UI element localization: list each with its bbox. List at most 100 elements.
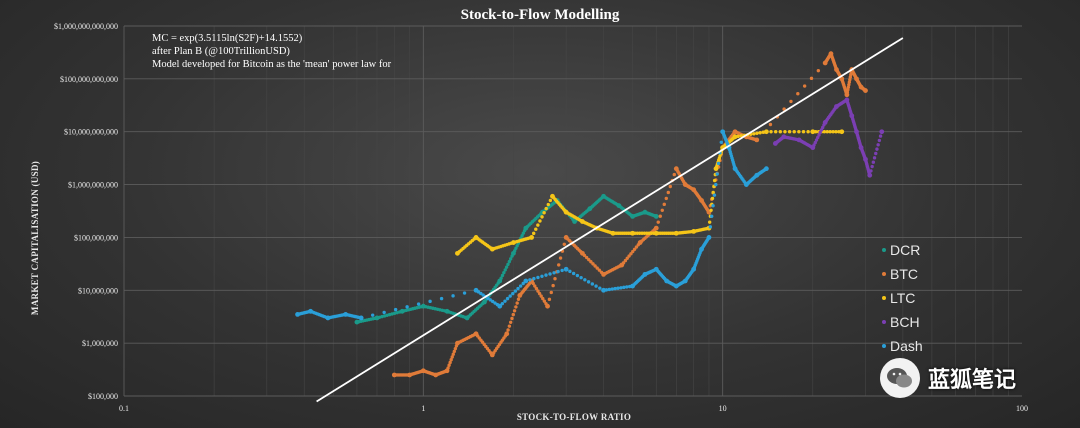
- data-point: [876, 143, 880, 147]
- data-point: [690, 229, 694, 234]
- wechat-logo-icon: [880, 358, 920, 398]
- data-point: [488, 351, 493, 355]
- data-point: [516, 286, 520, 291]
- annotation-block: MC = exp(3.5115ln(S2F)+14.1552) after Pl…: [152, 33, 392, 70]
- data-point: [716, 161, 721, 166]
- data-point: [598, 286, 602, 290]
- data-point: [736, 134, 740, 139]
- data-point: [531, 231, 536, 236]
- data-point: [537, 291, 542, 296]
- data-point: [528, 236, 532, 240]
- legend-label-dash: Dash: [890, 338, 923, 354]
- data-point: [628, 231, 633, 235]
- data-point: [444, 369, 448, 373]
- data-point: [505, 296, 510, 301]
- data-point: [558, 256, 563, 260]
- data-point: [540, 274, 544, 278]
- data-point: [591, 262, 595, 266]
- data-point: [451, 294, 455, 298]
- data-point: [551, 283, 555, 288]
- data-point: [629, 213, 633, 218]
- series-bch: [772, 97, 885, 178]
- data-point: [472, 333, 476, 337]
- data-point: [503, 268, 507, 272]
- data-point: [649, 231, 654, 235]
- data-point: [419, 305, 423, 309]
- data-point: [878, 134, 883, 138]
- legend-marker-dcr: [882, 248, 886, 252]
- data-point: [825, 130, 829, 134]
- data-point: [711, 204, 715, 208]
- data-point: [839, 129, 845, 135]
- data-point: [495, 302, 500, 307]
- data-point: [593, 264, 597, 268]
- data-point: [521, 231, 526, 235]
- data-point: [619, 286, 623, 290]
- data-point: [848, 75, 853, 79]
- data-point: [845, 90, 850, 94]
- data-point: [810, 129, 816, 135]
- data-point: [439, 296, 444, 301]
- data-point: [636, 243, 640, 247]
- data-point: [373, 316, 377, 321]
- data-point: [623, 258, 628, 263]
- data-point: [802, 84, 807, 88]
- watermark-text: 蓝狐笔记: [928, 368, 1017, 393]
- data-point: [797, 130, 801, 134]
- data-point: [879, 129, 885, 135]
- data-point: [549, 290, 553, 295]
- data-point: [691, 268, 695, 273]
- legend-marker-ltc: [882, 296, 886, 300]
- data-point: [523, 278, 529, 284]
- data-point: [666, 190, 670, 195]
- data-point: [528, 280, 533, 285]
- data-point: [764, 129, 769, 135]
- x-tick-label: 1: [421, 404, 425, 413]
- data-point: [642, 273, 646, 278]
- data-point: [582, 253, 587, 258]
- data-point: [393, 307, 398, 312]
- data-point: [863, 88, 867, 92]
- data-point: [769, 130, 773, 134]
- data-point: [507, 259, 512, 264]
- data-point: [755, 131, 759, 135]
- data-point: [520, 233, 524, 238]
- data-point: [504, 265, 509, 269]
- data-point: [613, 286, 617, 291]
- data-point: [518, 284, 523, 288]
- data-point: [590, 282, 595, 286]
- series-dash: [295, 129, 769, 321]
- data-point: [658, 214, 662, 218]
- data-point: [509, 257, 513, 261]
- x-tick-label: 10: [719, 404, 727, 413]
- data-point: [778, 130, 783, 134]
- data-point: [534, 227, 538, 231]
- legend-label-ltc: LTC: [890, 290, 915, 306]
- data-point: [847, 80, 852, 84]
- data-point: [710, 214, 714, 218]
- data-point: [820, 125, 825, 130]
- data-point: [732, 164, 737, 169]
- data-point: [508, 320, 513, 325]
- data-point: [664, 196, 668, 201]
- data-point: [462, 291, 467, 295]
- data-point: [708, 225, 713, 229]
- watermark: 蓝狐笔记: [880, 356, 1070, 400]
- data-point: [809, 76, 814, 81]
- data-point: [579, 275, 583, 280]
- data-point: [500, 301, 505, 306]
- data-point: [877, 138, 882, 143]
- data-point: [846, 88, 850, 92]
- data-point: [601, 287, 606, 293]
- tick-labels: $100,000 $1,000,000 $10,000,000 $100,000,00…: [54, 22, 1028, 413]
- data-point: [583, 278, 587, 282]
- data-point: [599, 270, 604, 274]
- legend-marker-btc: [882, 272, 886, 276]
- data-point: [645, 231, 649, 235]
- data-point: [541, 296, 545, 301]
- data-point: [503, 299, 507, 303]
- data-point: [642, 231, 647, 235]
- data-point: [849, 72, 853, 77]
- data-point: [454, 344, 459, 348]
- data-point: [563, 208, 567, 213]
